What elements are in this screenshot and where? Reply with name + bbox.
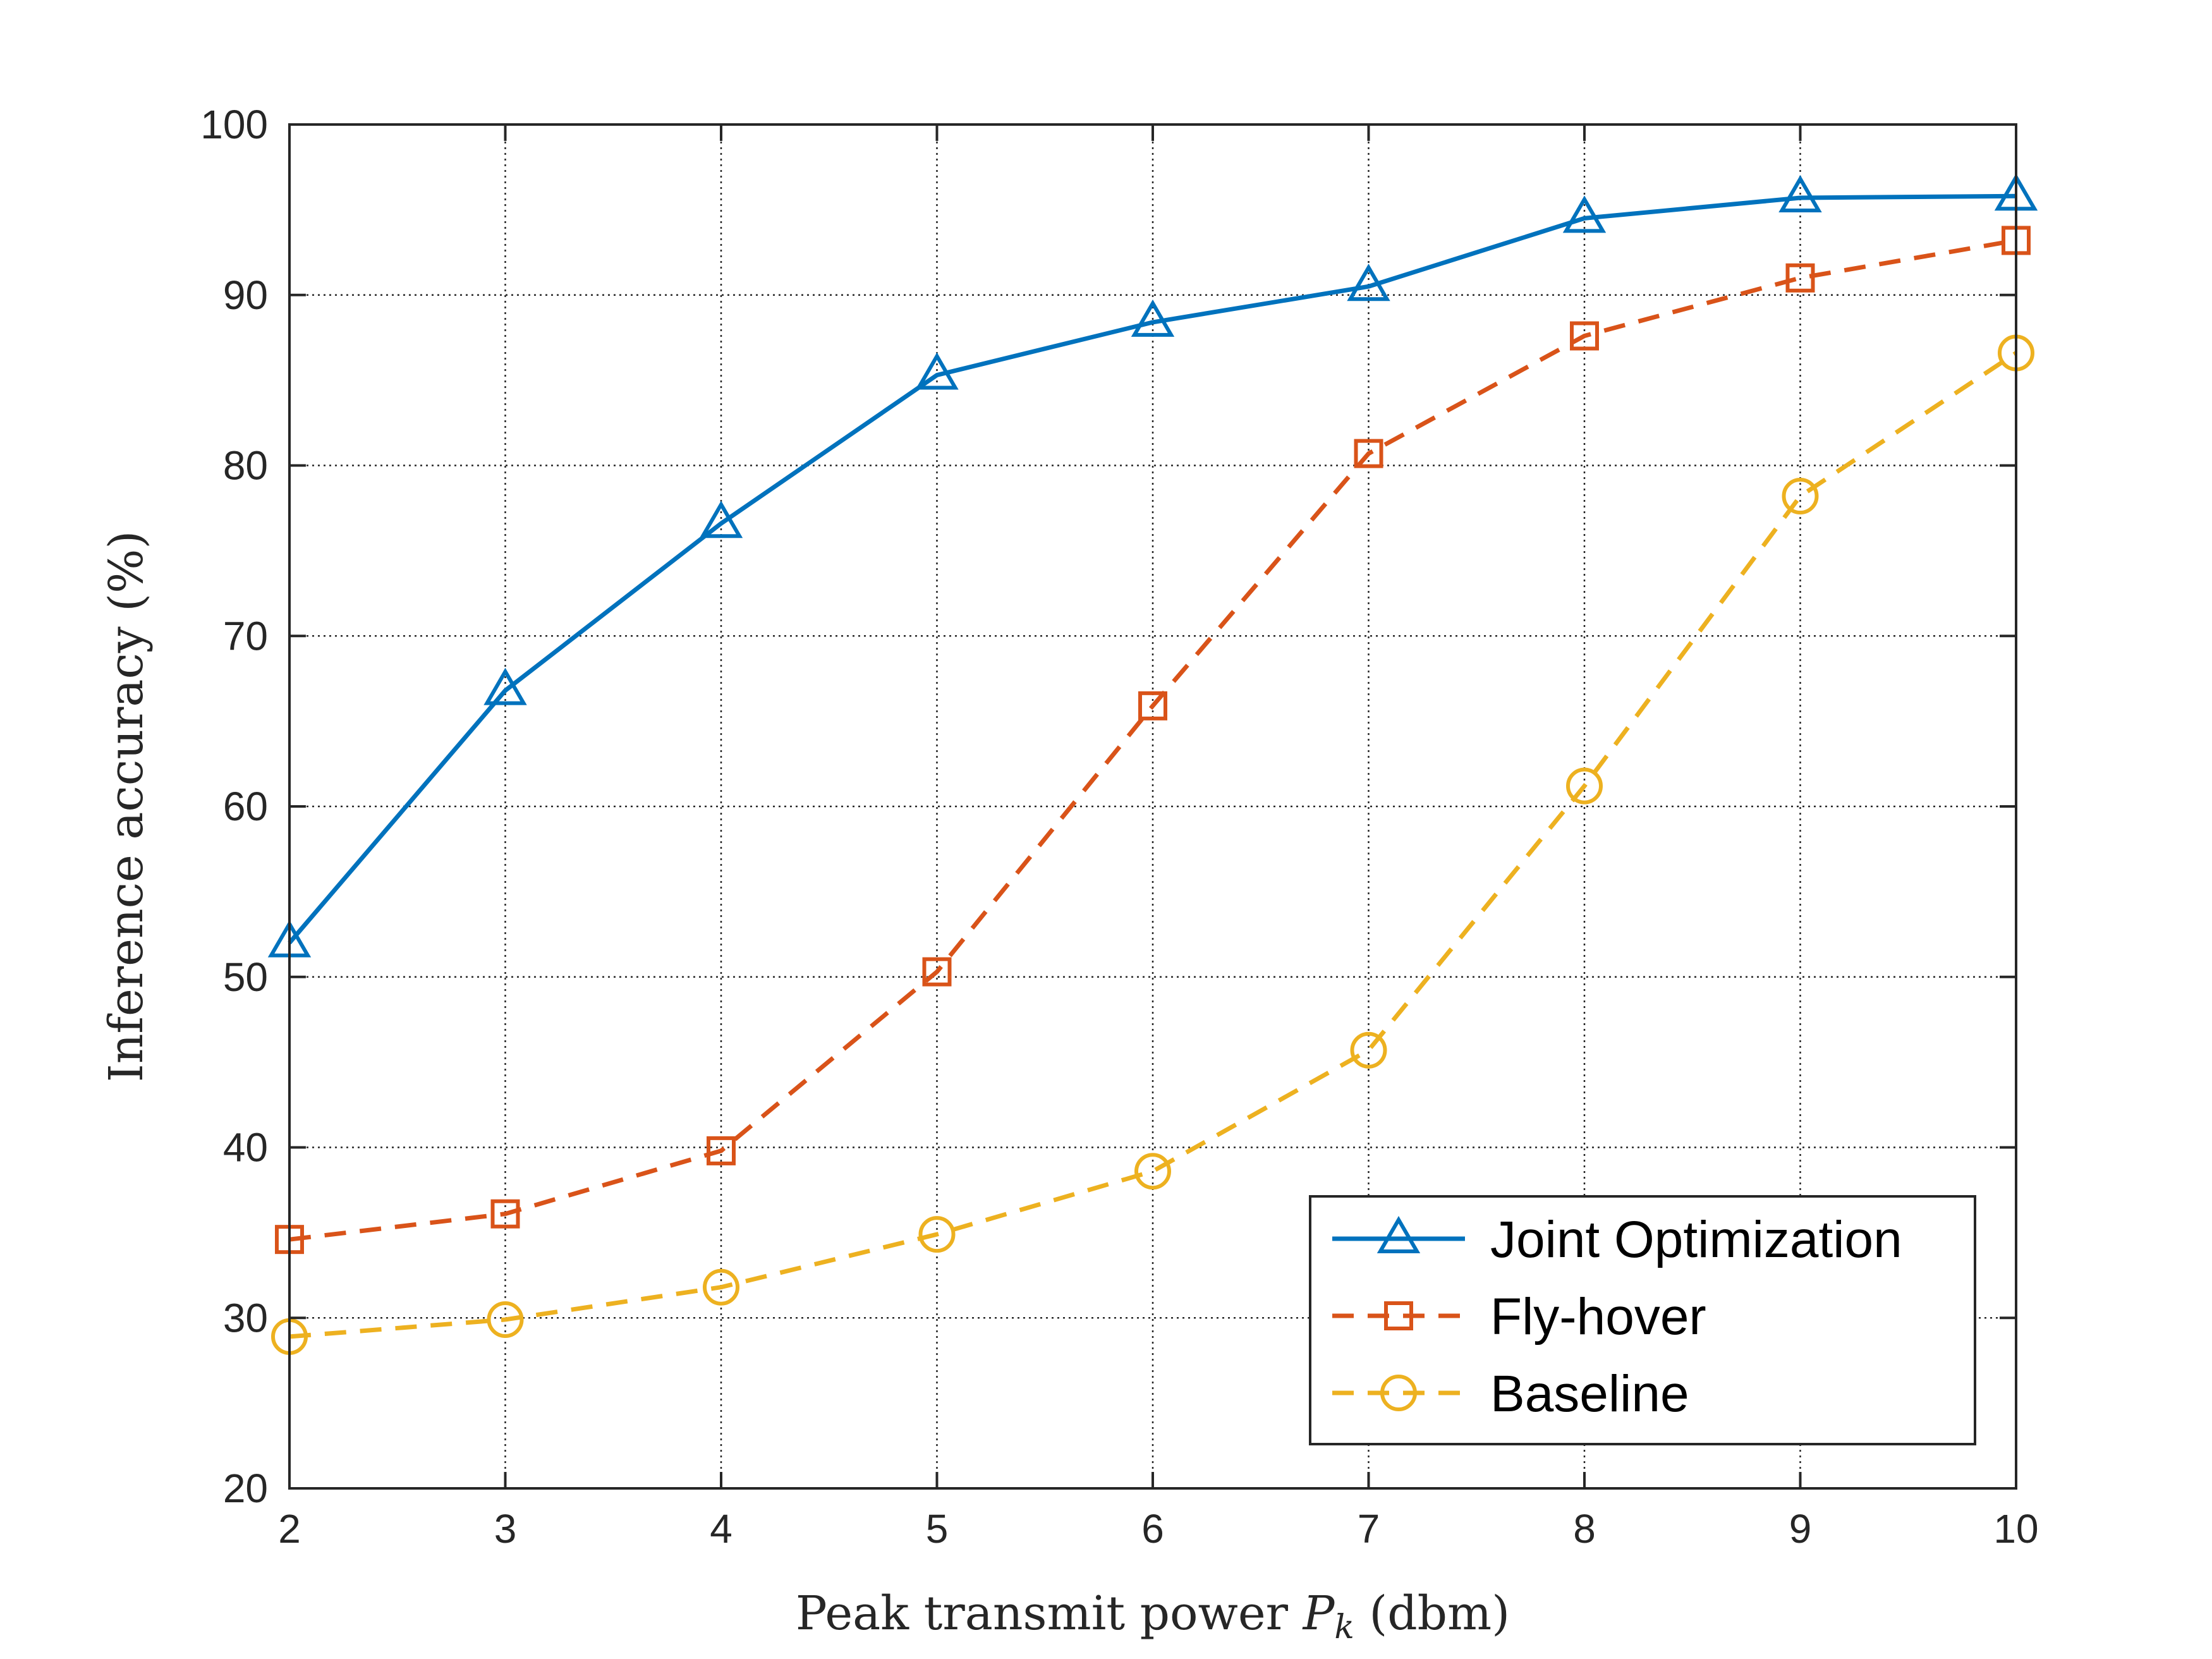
series-line-fly-hover	[289, 238, 2017, 1242]
y-tick-label: 90	[223, 272, 268, 318]
y-tick-label: 20	[223, 1466, 268, 1511]
y-tick-label: 40	[223, 1125, 268, 1170]
data-point-fly-hover	[922, 957, 952, 987]
data-point-fly-hover	[1570, 321, 1599, 351]
data-point-joint-optimization	[1347, 264, 1390, 301]
x-tick-label: 2	[278, 1506, 301, 1552]
data-point-fly-hover	[1785, 263, 1815, 293]
ticks	[288, 123, 2017, 1490]
legend-marker-fly-hover	[1384, 1301, 1413, 1330]
data-point-baseline	[1566, 767, 1603, 805]
y-tick-label: 70	[223, 613, 268, 659]
legend-item-joint-optimization: Joint Optimization	[1332, 1211, 1902, 1268]
x-axis-label-subscript: k	[1334, 1608, 1354, 1646]
data-point-baseline	[1350, 1031, 1387, 1069]
x-tick-label: 7	[1358, 1506, 1380, 1552]
x-tick-label: 6	[1141, 1506, 1164, 1552]
series-line-baseline	[289, 351, 2017, 1339]
legend: Joint Optimization Fly-hover Baseline	[1309, 1195, 1976, 1445]
legend-label-baseline: Baseline	[1490, 1365, 1689, 1423]
y-tick-label: 30	[223, 1295, 268, 1340]
data-point-fly-hover	[1138, 691, 1167, 720]
data-point-baseline	[1782, 478, 1819, 515]
data-point-joint-optimization	[699, 501, 743, 538]
y-tick-label: 60	[223, 784, 268, 829]
data-point-fly-hover	[707, 1136, 736, 1165]
data-point-baseline	[1134, 1153, 1171, 1190]
data-point-fly-hover	[490, 1199, 520, 1229]
legend-item-fly-hover: Fly-hover	[1332, 1288, 1706, 1346]
legend-label-joint-optimization: Joint Optimization	[1490, 1211, 1902, 1268]
series-layer	[267, 173, 2038, 1355]
data-point-joint-optimization	[1778, 175, 1822, 212]
x-axis-label-symbol: P	[1302, 1586, 1335, 1641]
series-line-joint-optimization	[288, 193, 2017, 945]
legend-marker-joint-optimization	[1376, 1216, 1421, 1253]
data-point-baseline	[703, 1268, 739, 1306]
y-tick-label: 80	[223, 443, 268, 489]
tick-labels: 2 3 4 5 6 7 8 9 10 20 30 40 50 60 70 80 90 100	[200, 102, 2038, 1552]
legend-item-baseline: Baseline	[1332, 1365, 1689, 1423]
x-axis-label: Peak transmit power Pk (dbm)	[796, 1586, 1510, 1646]
data-point-joint-optimization	[483, 667, 527, 705]
x-axis-label-text: Peak transmit power	[796, 1586, 1303, 1641]
data-point-fly-hover	[1354, 439, 1383, 468]
data-point-joint-optimization	[915, 352, 959, 390]
x-tick-label: 3	[494, 1506, 517, 1552]
x-axis-label-unit: (dbm)	[1354, 1586, 1510, 1641]
data-point-baseline	[487, 1301, 524, 1338]
data-point-joint-optimization	[1131, 299, 1175, 337]
x-tick-label: 5	[926, 1506, 949, 1552]
x-tick-label: 10	[1993, 1506, 2038, 1552]
x-tick-label: 8	[1573, 1506, 1596, 1552]
legend-label-fly-hover: Fly-hover	[1490, 1288, 1706, 1346]
data-point-baseline	[918, 1216, 956, 1253]
legend-items: Joint Optimization Fly-hover Baseline	[1332, 1211, 1902, 1423]
x-tick-label: 9	[1789, 1506, 1812, 1552]
data-point-joint-optimization	[1562, 195, 1607, 233]
y-tick-label: 50	[223, 954, 268, 1000]
series-joint-optimization	[267, 173, 2038, 957]
legend-marker-baseline	[1380, 1375, 1417, 1411]
x-tick-label: 4	[710, 1506, 732, 1552]
y-tick-label: 100	[200, 102, 268, 147]
y-axis-label: Inference accuracy (%)	[99, 531, 154, 1083]
